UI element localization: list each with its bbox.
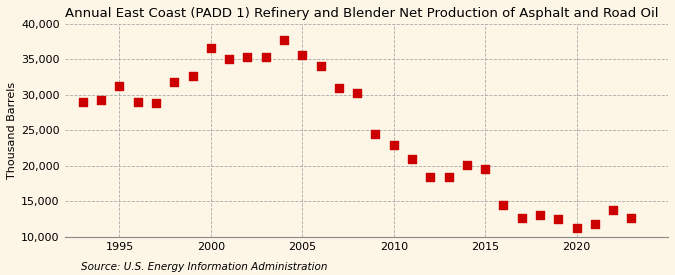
Point — [187, 74, 198, 79]
Point — [516, 216, 527, 221]
Point — [205, 46, 216, 50]
Text: Annual East Coast (PADD 1) Refinery and Blender Net Production of Asphalt and Ro: Annual East Coast (PADD 1) Refinery and … — [65, 7, 658, 20]
Point — [96, 98, 107, 103]
Point — [114, 83, 125, 88]
Point — [589, 222, 600, 226]
Point — [425, 175, 436, 179]
Point — [315, 64, 326, 69]
Point — [78, 100, 88, 104]
Point — [169, 80, 180, 84]
Y-axis label: Thousand Barrels: Thousand Barrels — [7, 82, 17, 179]
Point — [535, 213, 545, 218]
Point — [279, 38, 290, 42]
Point — [480, 166, 491, 171]
Point — [553, 217, 564, 221]
Point — [297, 53, 308, 57]
Point — [333, 86, 344, 91]
Point — [370, 132, 381, 136]
Point — [132, 100, 143, 104]
Point — [151, 100, 161, 105]
Point — [626, 215, 637, 220]
Point — [498, 203, 509, 207]
Point — [261, 55, 271, 59]
Point — [462, 163, 472, 167]
Point — [352, 91, 362, 96]
Point — [406, 156, 417, 161]
Point — [443, 175, 454, 179]
Text: Source: U.S. Energy Information Administration: Source: U.S. Energy Information Administ… — [81, 262, 327, 272]
Point — [388, 143, 399, 147]
Point — [242, 54, 253, 59]
Point — [608, 208, 618, 213]
Point — [224, 56, 235, 61]
Point — [571, 226, 582, 230]
